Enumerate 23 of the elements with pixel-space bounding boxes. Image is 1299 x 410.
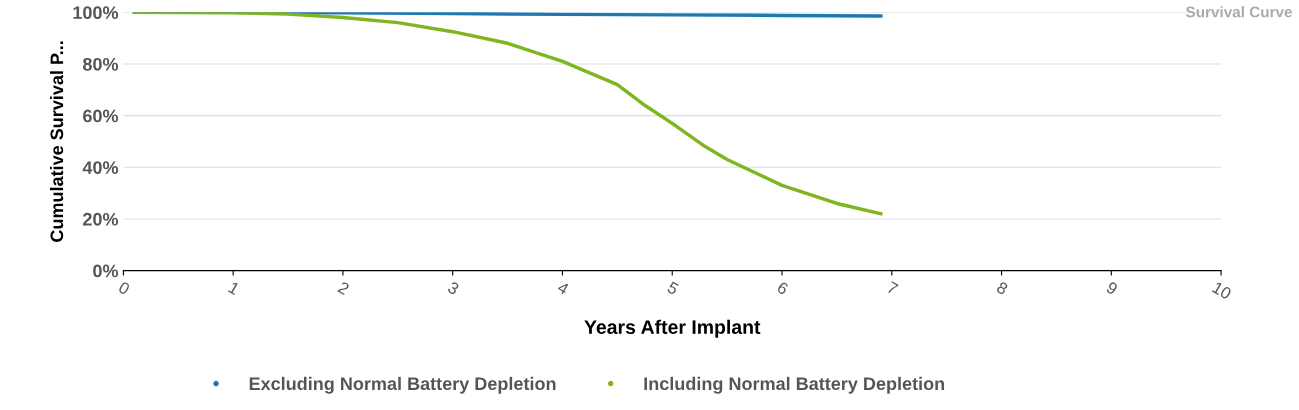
y-tick-label: 20% xyxy=(83,212,119,226)
y-tick-label: 60% xyxy=(83,109,119,123)
x-tick-label: 9 xyxy=(1105,281,1119,296)
x-tick-label: 6 xyxy=(776,281,790,296)
x-tick-label: 2 xyxy=(337,281,350,295)
x-tick-label: 5 xyxy=(666,281,680,296)
y-axis-title: Cumulative Survival P... xyxy=(49,41,64,242)
y-tick-label: 100% xyxy=(73,6,119,20)
legend-label: Excluding Normal Battery Depletion xyxy=(249,376,556,394)
x-tick-label: 3 xyxy=(447,281,460,296)
x-tick-label: 10 xyxy=(1211,281,1233,300)
x-axis-title: Years After Implant xyxy=(584,319,761,338)
y-tick-label: 0% xyxy=(93,264,119,278)
line-series xyxy=(132,12,883,216)
x-tick-label: 0 xyxy=(117,281,131,296)
x-tick-label: 4 xyxy=(556,281,570,296)
x-tick-label: 8 xyxy=(995,281,1009,296)
chart-title: Survival Curve xyxy=(1185,6,1292,18)
y-tick-label: 80% xyxy=(82,57,119,71)
x-tick-label: 1 xyxy=(228,281,241,296)
x-tick-label: 7 xyxy=(886,281,899,295)
y-tick-label: 40% xyxy=(82,161,119,174)
legend-label: Including Normal Battery Depletion xyxy=(644,376,945,394)
